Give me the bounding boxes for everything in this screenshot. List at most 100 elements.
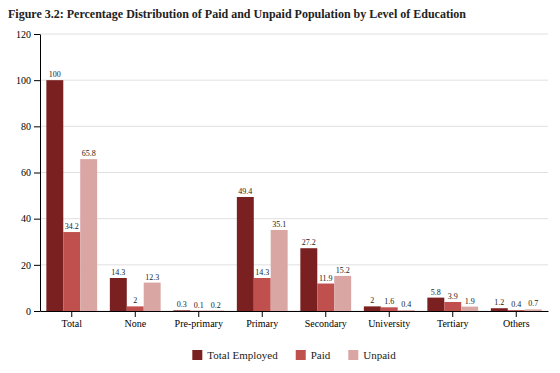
tick-mark [198, 311, 199, 317]
bar [364, 306, 381, 311]
tick-mark [71, 311, 72, 317]
bar [110, 278, 127, 311]
tick-label: Tertiary [437, 318, 469, 329]
tick-mark [135, 311, 136, 317]
bar [63, 232, 80, 311]
x-tick: Others [503, 311, 530, 329]
y-tick: 100 [16, 75, 40, 86]
data-label: 0.7 [528, 299, 538, 308]
grid-line [40, 126, 548, 127]
grid-line [40, 172, 548, 173]
bar [300, 248, 317, 311]
tick-label: Total [62, 318, 83, 329]
data-label: 3.9 [448, 292, 458, 301]
tick-mark [34, 173, 40, 174]
tick-label: 60 [21, 167, 31, 178]
legend-item: Unpaid [348, 349, 396, 361]
x-tick: Primary [246, 311, 278, 329]
data-label: 11.9 [319, 274, 333, 283]
tick-label: 100 [16, 75, 31, 86]
tick-mark [262, 311, 263, 317]
tick-label: Pre-primary [175, 318, 223, 329]
y-tick: 80 [21, 121, 40, 132]
tick-mark [34, 219, 40, 220]
x-tick: Secondary [305, 311, 347, 329]
bar [317, 284, 334, 311]
data-label: 1.6 [384, 297, 394, 306]
data-label: 0.4 [401, 300, 411, 309]
y-axis: 0 20 40 60 80 100 120 [16, 29, 41, 317]
legend-label: Paid [311, 349, 331, 361]
tick-label: 40 [21, 213, 31, 224]
tick-label: None [124, 318, 146, 329]
legend-item: Total Employed [192, 349, 278, 361]
bar [381, 307, 398, 311]
axis-line [41, 311, 549, 312]
x-tick: University [368, 311, 410, 329]
data-label: 12.3 [145, 273, 159, 282]
bar [491, 308, 508, 311]
data-label: 65.8 [82, 149, 96, 158]
data-label: 0.2 [211, 301, 221, 310]
tick-mark [34, 34, 40, 35]
bar [254, 278, 271, 311]
data-label: 49.4 [238, 187, 252, 196]
bar [334, 276, 351, 311]
bar [80, 159, 97, 311]
tick-label: 120 [16, 29, 31, 40]
tick-label: 20 [21, 260, 31, 271]
tick-label: 0 [26, 306, 31, 317]
tick-label: Others [503, 318, 530, 329]
x-tick: None [124, 311, 146, 329]
data-label: 27.2 [302, 238, 316, 247]
grid [40, 34, 548, 311]
tick-label: Primary [246, 318, 278, 329]
bar [207, 310, 224, 311]
data-label: 0.3 [177, 300, 187, 309]
bar [427, 298, 444, 311]
data-label: 2 [370, 296, 374, 305]
data-label: 14.3 [255, 268, 269, 277]
data-label: 2 [133, 296, 137, 305]
x-axis: Total None Pre-primary Primary Secondary Univ… [41, 311, 549, 329]
data-label: 14.3 [111, 268, 125, 277]
bar [127, 306, 144, 311]
tick-mark [34, 311, 40, 312]
x-tick: Total [62, 311, 83, 329]
data-label: 5.8 [431, 288, 441, 297]
legend-item: Paid [296, 349, 331, 361]
bar [46, 80, 63, 311]
y-tick: 40 [21, 213, 40, 224]
legend: Total Employed Paid Unpaid [192, 349, 396, 361]
tick-mark [516, 311, 517, 317]
bar [271, 230, 288, 311]
tick-label: 80 [21, 121, 31, 132]
y-tick: 20 [21, 260, 40, 271]
tick-label: University [368, 318, 410, 329]
data-label: 0.4 [511, 300, 521, 309]
bars [46, 80, 541, 311]
chart: Figure 3.2: Percentage Distribution of P… [0, 0, 560, 373]
bar [508, 310, 525, 311]
tick-mark [34, 126, 40, 127]
tick-mark [34, 265, 40, 266]
x-tick: Tertiary [437, 311, 469, 329]
data-label: 34.2 [65, 222, 79, 231]
grid-line [40, 34, 548, 35]
data-labels: 10014.30.349.427.225.81.234.220.114.311.… [49, 70, 538, 310]
axis-line [40, 35, 41, 312]
tick-mark [34, 80, 40, 81]
data-label: 35.1 [272, 220, 286, 229]
tick-mark [325, 311, 326, 317]
legend-swatch [296, 350, 306, 360]
bar [190, 310, 207, 311]
data-label: 1.2 [494, 298, 504, 307]
grid-line [40, 218, 548, 219]
plot: 0 20 40 60 80 100 120100 14.3 0.3 49.4 27.2 2 5.8 1.2… [16, 29, 549, 329]
tick-mark [452, 311, 453, 317]
bar [237, 197, 254, 311]
tick-mark [389, 311, 390, 317]
grid-line [40, 264, 548, 265]
data-label: 1.9 [465, 297, 475, 306]
data-label: 0.1 [194, 301, 204, 310]
